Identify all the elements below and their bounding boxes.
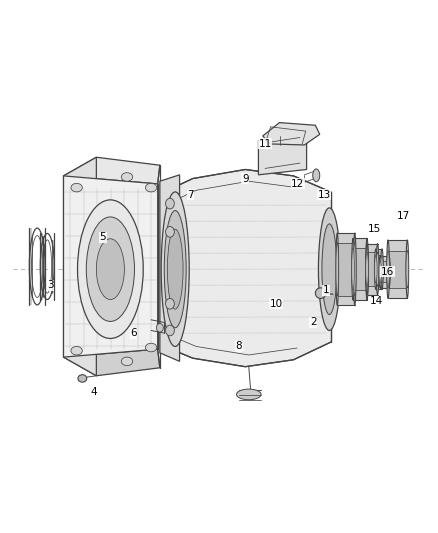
Ellipse shape [366, 238, 368, 300]
Ellipse shape [164, 211, 186, 328]
Ellipse shape [381, 249, 383, 289]
Bar [337, 233, 355, 305]
Polygon shape [263, 123, 320, 145]
Text: 8: 8 [235, 342, 242, 351]
Text: 9: 9 [242, 174, 249, 183]
Bar [52, 240, 54, 293]
Ellipse shape [156, 324, 163, 332]
Polygon shape [258, 135, 307, 175]
Ellipse shape [352, 238, 354, 300]
Bar [367, 244, 378, 295]
Text: 2: 2 [310, 318, 317, 327]
Polygon shape [64, 157, 96, 376]
Text: 12: 12 [291, 179, 304, 189]
Polygon shape [160, 175, 180, 361]
Ellipse shape [167, 229, 183, 309]
Bar [29, 228, 32, 305]
Text: 10: 10 [269, 299, 283, 309]
Ellipse shape [406, 240, 409, 298]
Ellipse shape [145, 343, 157, 352]
Ellipse shape [121, 173, 133, 181]
Ellipse shape [381, 255, 383, 283]
Text: 14: 14 [370, 296, 383, 306]
Ellipse shape [78, 200, 143, 338]
Ellipse shape [145, 183, 157, 192]
Ellipse shape [406, 251, 409, 288]
Ellipse shape [379, 256, 381, 288]
Text: 4: 4 [91, 387, 98, 397]
Bar [376, 249, 382, 289]
Ellipse shape [71, 346, 82, 355]
Ellipse shape [366, 252, 368, 286]
Ellipse shape [352, 248, 354, 290]
Ellipse shape [388, 261, 390, 282]
Ellipse shape [71, 183, 82, 192]
Bar [353, 238, 367, 300]
Text: 5: 5 [99, 232, 106, 242]
Ellipse shape [336, 243, 339, 296]
Ellipse shape [336, 233, 339, 305]
Bar [368, 252, 377, 286]
Bar [381, 261, 388, 282]
Ellipse shape [353, 243, 356, 296]
Polygon shape [64, 157, 160, 184]
Ellipse shape [96, 239, 124, 300]
Ellipse shape [86, 217, 134, 321]
Text: 17: 17 [396, 211, 410, 221]
Ellipse shape [166, 227, 174, 237]
Text: 3: 3 [47, 280, 54, 290]
Text: 1: 1 [323, 286, 330, 295]
Polygon shape [64, 349, 160, 376]
Ellipse shape [353, 233, 356, 305]
Ellipse shape [166, 325, 174, 336]
Ellipse shape [379, 261, 381, 282]
Ellipse shape [322, 224, 337, 314]
Ellipse shape [376, 244, 379, 295]
Ellipse shape [366, 248, 368, 290]
Text: 16: 16 [381, 267, 394, 277]
Bar [43, 236, 45, 297]
Ellipse shape [166, 298, 174, 309]
Ellipse shape [161, 192, 189, 346]
Ellipse shape [313, 169, 320, 182]
Ellipse shape [121, 357, 133, 366]
Text: 6: 6 [130, 328, 137, 338]
Ellipse shape [387, 251, 389, 288]
Ellipse shape [315, 288, 326, 298]
Ellipse shape [388, 256, 390, 288]
Ellipse shape [374, 249, 377, 289]
Ellipse shape [366, 244, 368, 295]
Bar [377, 255, 381, 283]
Polygon shape [64, 176, 158, 357]
Text: 7: 7 [187, 190, 194, 199]
Ellipse shape [78, 375, 87, 382]
Ellipse shape [374, 255, 377, 283]
Ellipse shape [237, 389, 261, 400]
Bar [388, 240, 407, 298]
Text: 11: 11 [258, 139, 272, 149]
Bar [40, 233, 43, 300]
Bar [354, 248, 366, 290]
Ellipse shape [318, 208, 340, 330]
Ellipse shape [166, 198, 174, 209]
Bar [338, 243, 354, 296]
Polygon shape [162, 169, 331, 367]
Ellipse shape [387, 240, 389, 298]
Text: 15: 15 [368, 224, 381, 234]
Ellipse shape [376, 252, 379, 286]
Bar [380, 256, 389, 288]
Text: 13: 13 [318, 190, 331, 199]
Bar [389, 251, 406, 288]
